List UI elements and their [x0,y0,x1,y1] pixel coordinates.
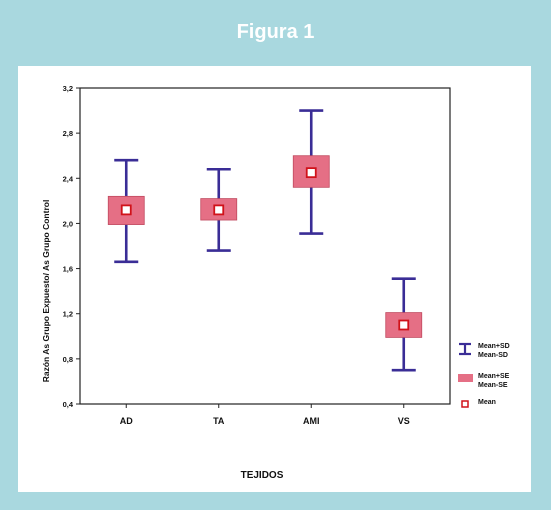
legend-label: Mean+SE [478,373,510,380]
box-chart: 0,4 0,8 1,2 1,6 2,0 2,4 2,8 3,2 AD TA AMI VS TEJIDO… [41,84,510,481]
y-tick-label: 3,2 [63,84,73,93]
x-tick-label: VS [398,416,410,426]
y-tick-label: 1,2 [63,310,73,319]
mean-marker [305,167,317,179]
legend-label: Mean+SD [478,343,510,350]
y-axis-label: Razón As Grupo Expuesto/ As Grupo Contro… [41,200,51,383]
legend-se-symbol [458,374,473,382]
y-tick-label: 0,4 [63,400,74,409]
legend-label-secondary: Mean-SD [478,352,508,359]
figure-title: Figura 1 [236,21,315,43]
y-tick-label: 0,8 [63,355,73,364]
mean-marker [213,204,225,216]
mean-marker [120,204,132,216]
legend-mean-symbol [461,400,469,408]
legend-label: Mean [478,399,496,406]
y-tick-label: 2,0 [63,219,73,228]
y-tick-label: 1,6 [63,265,73,274]
mean-marker [398,319,410,331]
y-tick-label: 2,8 [63,129,73,138]
x-tick-label: AD [120,416,133,426]
plot-frame [79,87,451,405]
y-tick-label: 2,4 [63,174,74,183]
legend-label-secondary: Mean-SE [478,382,508,389]
legend: Mean+SD Mean-SD Mean+SE Mean-SE Mean [458,342,510,408]
x-axis-label: TEJIDOS [241,470,284,481]
chart-panel: 0,4 0,8 1,2 1,6 2,0 2,4 2,8 3,2 AD TA AMI VS TEJIDO… [18,66,531,492]
x-tick-label: AMI [303,416,320,426]
x-tick-label: TA [213,416,225,426]
